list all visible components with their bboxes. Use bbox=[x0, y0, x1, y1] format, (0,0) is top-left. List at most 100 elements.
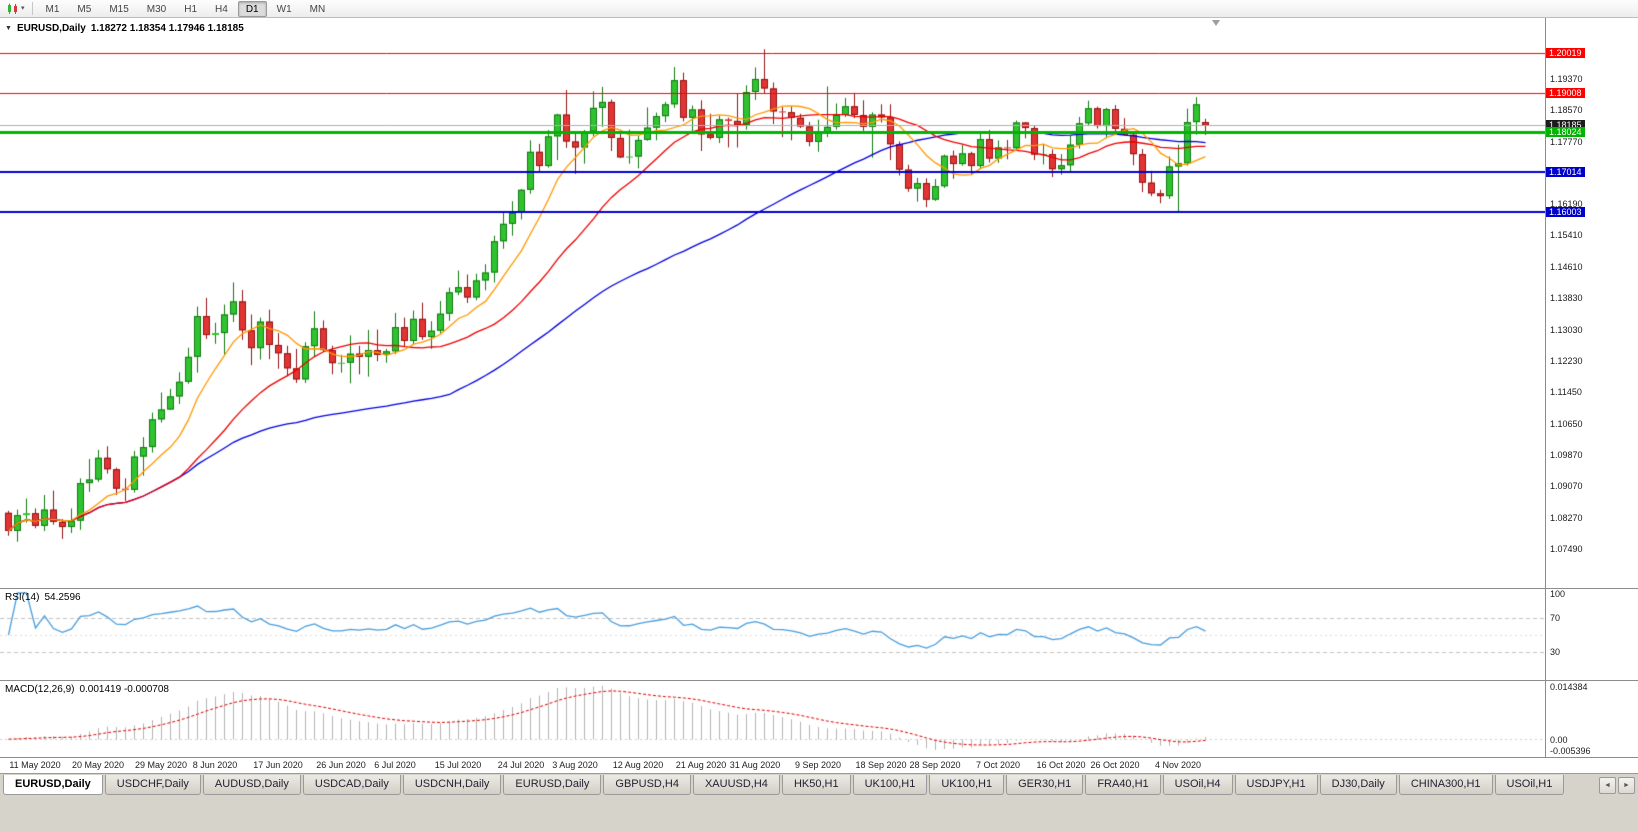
chart-tab[interactable]: XAUUSD,H4 bbox=[692, 775, 780, 795]
price-axis-label: 1.14610 bbox=[1550, 261, 1583, 272]
timeframe-m5-button[interactable]: M5 bbox=[77, 3, 92, 15]
date-axis-label: 18 Sep 2020 bbox=[855, 760, 907, 770]
date-axis-label: 16 Oct 2020 bbox=[1036, 760, 1086, 770]
timeframe-m30-button[interactable]: M30 bbox=[146, 3, 167, 15]
chart-title: ▼ EURUSD,Daily 1.18272 1.18354 1.17946 1… bbox=[5, 23, 244, 34]
date-axis-label: 20 May 2020 bbox=[71, 760, 125, 770]
price-axis-label: 1.11450 bbox=[1550, 387, 1582, 398]
chart-tab[interactable]: USDCNH,Daily bbox=[402, 775, 502, 795]
chart-tab[interactable]: EURUSD,Daily bbox=[503, 775, 602, 795]
chart-tab[interactable]: FRA40,H1 bbox=[1085, 775, 1161, 795]
price-axis-label: 1.19370 bbox=[1550, 73, 1583, 84]
candlestick-glyph bbox=[8, 3, 17, 14]
chart-shift-marker[interactable] bbox=[1212, 20, 1220, 26]
price-level-badge: 1.19008 bbox=[1546, 87, 1585, 98]
date-axis-label: 12 Aug 2020 bbox=[612, 760, 664, 770]
chart-tab[interactable]: USDCAD,Daily bbox=[302, 775, 401, 795]
chart-tab[interactable]: AUDUSD,Daily bbox=[202, 775, 301, 795]
pane-separator[interactable] bbox=[0, 680, 1638, 681]
timeframe-mn-button[interactable]: MN bbox=[309, 3, 326, 15]
price-axis-label: 1.10650 bbox=[1550, 418, 1583, 429]
candlestick-chart-canvas[interactable] bbox=[0, 18, 1545, 588]
chart-tab[interactable]: USOil,H4 bbox=[1162, 775, 1233, 795]
macd-axis-label: 0.014384 bbox=[1550, 682, 1588, 692]
price-axis-label: 1.15410 bbox=[1550, 230, 1583, 241]
timeframe-m15-button[interactable]: M15 bbox=[109, 3, 129, 15]
chart-tab[interactable]: GBPUSD,H4 bbox=[603, 775, 691, 795]
date-axis-label: 9 Sep 2020 bbox=[794, 760, 842, 770]
timeframe-w1-button[interactable]: W1 bbox=[276, 3, 292, 15]
macd-axis-label: 0.00 bbox=[1550, 734, 1568, 745]
price-axis-label: 1.12230 bbox=[1550, 356, 1583, 367]
timeframe-toolbar: ▾ M1 M5 M15 M30 H1 H4 D1 W1 MN bbox=[0, 0, 1638, 18]
rsi-chart-canvas[interactable] bbox=[0, 589, 1545, 680]
date-axis-label: 26 Jun 2020 bbox=[316, 760, 366, 770]
macd-name: MACD(12,26,9) bbox=[5, 684, 75, 695]
chart-ohlc-values: 1.18272 1.18354 1.17946 1.18185 bbox=[90, 23, 244, 34]
timeframe-h4-button[interactable]: H4 bbox=[215, 3, 228, 15]
chart-tab[interactable]: CHINA300,H1 bbox=[1398, 775, 1493, 795]
chart-window: ▼ EURUSD,Daily 1.18272 1.18354 1.17946 1… bbox=[0, 18, 1638, 773]
chart-tab[interactable]: UK100,H1 bbox=[929, 775, 1005, 795]
date-axis-label: 17 Jun 2020 bbox=[253, 760, 303, 770]
chart-tab[interactable]: USDJPY,H1 bbox=[1234, 775, 1318, 795]
chart-tab[interactable]: EURUSD,Daily bbox=[3, 775, 103, 795]
rsi-axis-label: 100 bbox=[1550, 589, 1566, 599]
date-axis-label: 31 Aug 2020 bbox=[729, 760, 781, 770]
chart-tab[interactable]: USDCHF,Daily bbox=[104, 775, 201, 795]
rsi-name: RSI(14) bbox=[5, 592, 40, 603]
macd-label: MACD(12,26,9) 0.001419 -0.000708 bbox=[5, 684, 169, 695]
macd-chart-canvas[interactable] bbox=[0, 681, 1545, 757]
date-axis-label: 15 Jul 2020 bbox=[434, 760, 482, 770]
tab-scroll-left-button[interactable]: ◄ bbox=[1599, 777, 1616, 794]
chart-symbol-period: EURUSD,Daily bbox=[16, 23, 86, 34]
date-axis-label: 7 Oct 2020 bbox=[975, 760, 1021, 770]
rsi-axis-label: 70 bbox=[1550, 613, 1561, 624]
chart-tab[interactable]: DJ30,Daily bbox=[1319, 775, 1397, 795]
rsi-label: RSI(14) 54.2596 bbox=[5, 592, 81, 603]
date-axis-label: 26 Oct 2020 bbox=[1090, 760, 1140, 770]
macd-axis-label: -0.005396 bbox=[1550, 746, 1591, 756]
date-axis[interactable]: 11 May 2020 20 May 2020 29 May 2020 8 Jun 2… bbox=[0, 757, 1638, 773]
price-axis[interactable]: 1.20019 1.19370 1.19008 1.18570 1.18185 1.180… bbox=[1545, 18, 1638, 588]
macd-axis[interactable]: 0.014384 0.00 -0.005396 bbox=[1545, 681, 1638, 757]
date-axis-label: 24 Jul 2020 bbox=[497, 760, 545, 770]
chart-tab[interactable]: GER30,H1 bbox=[1006, 775, 1084, 795]
chevron-down-icon: ▾ bbox=[21, 4, 25, 12]
macd-values: 0.001419 -0.000708 bbox=[79, 684, 169, 695]
date-axis-label: 6 Jul 2020 bbox=[374, 760, 416, 770]
timeframe-m1-button[interactable]: M1 bbox=[45, 3, 60, 15]
chart-tab[interactable]: USOil,H1 bbox=[1494, 775, 1565, 795]
chart-tab[interactable]: HK50,H1 bbox=[781, 775, 851, 795]
price-axis-label: 1.08270 bbox=[1550, 512, 1583, 523]
date-axis-label: 8 Jun 2020 bbox=[192, 760, 238, 770]
price-level-badge: 1.20019 bbox=[1546, 47, 1585, 58]
chart-tab[interactable]: UK100,H1 bbox=[852, 775, 928, 795]
chart-type-icon[interactable]: ▾ bbox=[3, 1, 28, 17]
date-axis-label: 28 Sep 2020 bbox=[909, 760, 961, 770]
price-axis-label: 1.17770 bbox=[1550, 136, 1583, 147]
macd-pane[interactable]: MACD(12,26,9) 0.001419 -0.000708 0.01438… bbox=[0, 681, 1638, 757]
current-price-badge: 1.18185 bbox=[1546, 120, 1585, 131]
date-axis-label: 4 Nov 2020 bbox=[1154, 760, 1202, 770]
tab-scroll-right-button[interactable]: ► bbox=[1618, 777, 1635, 794]
price-axis-label: 1.18570 bbox=[1550, 105, 1583, 116]
price-axis-label: 1.13830 bbox=[1550, 292, 1583, 303]
chart-tabs-bar: EURUSD,Daily USDCHF,Daily AUDUSD,Daily USDC… bbox=[0, 773, 1638, 797]
rsi-pane[interactable]: RSI(14) 54.2596 100 70 30 bbox=[0, 589, 1638, 680]
timeframe-h1-button[interactable]: H1 bbox=[184, 3, 198, 15]
rsi-axis-label: 30 bbox=[1550, 646, 1561, 657]
price-axis-label: 1.13030 bbox=[1550, 324, 1583, 335]
rsi-axis[interactable]: 100 70 30 bbox=[1545, 589, 1638, 680]
tab-scroll-controls: ◄ ► bbox=[1599, 775, 1635, 794]
pane-separator[interactable] bbox=[0, 588, 1638, 589]
chart-tabs: EURUSD,Daily USDCHF,Daily AUDUSD,Daily USDC… bbox=[3, 775, 1593, 795]
chart-dropdown-icon[interactable]: ▼ bbox=[5, 24, 12, 32]
price-chart-pane[interactable]: ▼ EURUSD,Daily 1.18272 1.18354 1.17946 1… bbox=[0, 18, 1638, 588]
price-level-badge: 1.18024 bbox=[1546, 126, 1585, 137]
timeframe-d1-button[interactable]: D1 bbox=[237, 0, 267, 17]
price-level-badge: 1.17014 bbox=[1546, 166, 1585, 177]
date-axis-label: 21 Aug 2020 bbox=[675, 760, 727, 770]
date-axis-label: 11 May 2020 bbox=[9, 760, 61, 770]
